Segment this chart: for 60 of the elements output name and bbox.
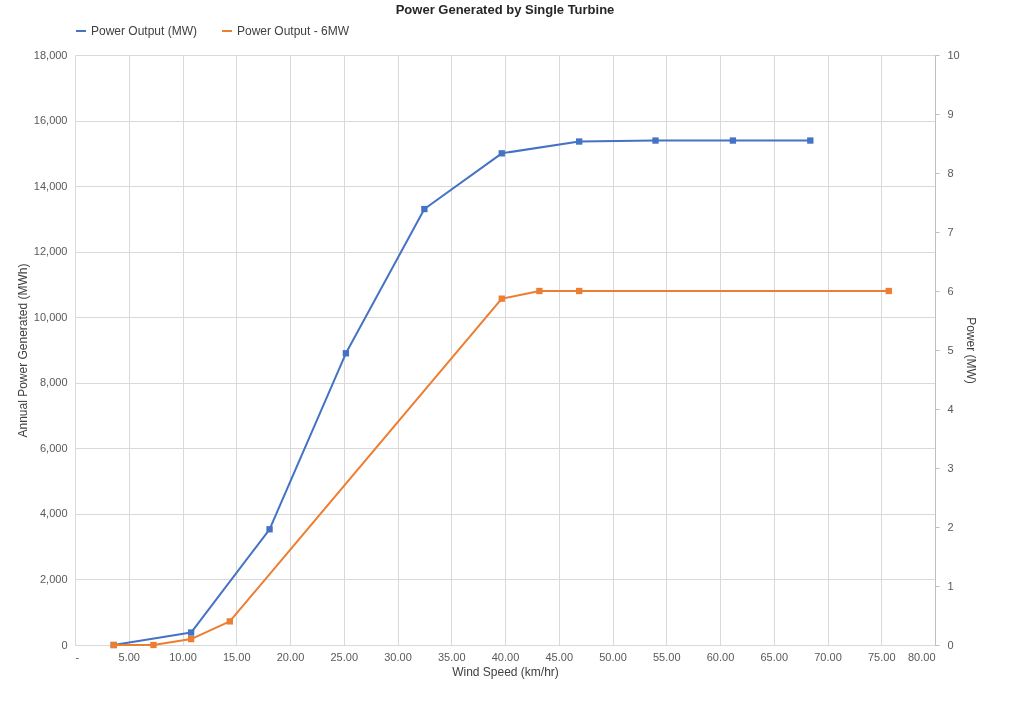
x-tick-label: 10.00 [169,650,197,663]
x-tick-label: 40.00 [491,650,520,663]
chart-title: Power Generated by Single Turbine [395,2,615,17]
y-tick-label: 8,000 [39,376,68,389]
y-tick-label: 10,000 [33,310,68,323]
x-tick-label: 75.00 [867,650,896,663]
x-tick-label: 45.00 [545,650,574,663]
y2-tick-label: 3 [947,461,954,474]
point [187,635,195,643]
point [576,138,583,145]
x-tick-label: 5.00 [118,650,140,663]
x-tick-label: 70.00 [814,650,842,663]
point [576,287,583,295]
y2-tick-label: 8 [947,166,954,179]
point [652,137,659,144]
point [729,137,737,144]
x-axis-title: Wind Speed (km/hr) [452,664,559,679]
x-tick-label: 25.00 [330,650,359,663]
point [342,350,350,357]
x-tick-label: 35.00 [437,650,466,663]
point [498,295,505,302]
y2-tick-label: 9 [947,107,954,120]
x-tick-label: 20.00 [276,650,305,663]
y-tick-label: 14,000 [33,179,68,192]
y2-tick-label: 6 [947,284,954,297]
x-tick-label: 65.00 [760,650,789,663]
y-axis-title: Annual Power Generated (MWh) [15,263,30,438]
y-tick-label: 0 [61,638,68,651]
y2-tick-label: 0 [947,638,954,651]
y2-tick-label: 4 [947,402,954,415]
point [536,287,543,295]
y2-axis-title: Power (MW) [963,317,978,384]
y-tick-label: 6,000 [39,441,68,454]
x-tick-label: - [75,650,80,663]
y2-tick-label: 7 [947,225,954,238]
y-tick-label: 2,000 [39,572,68,585]
point [226,618,233,625]
point [150,641,157,649]
y-tick-label: 4,000 [39,507,68,520]
y-tick-label: 12,000 [33,245,68,258]
legend-label: Power Output - 6MW [237,24,350,38]
point [421,205,428,213]
x-tick-label: 60.00 [706,650,735,663]
legend-label: Power Output (MW) [91,24,198,38]
y-tick-label: 18,000 [33,48,68,61]
point [885,287,892,295]
point [187,629,195,636]
y2-tick-label: 5 [947,343,954,356]
x-tick-label: 15.00 [222,650,251,663]
y2-tick-label: 10 [947,48,960,61]
x-tick-label: 30.00 [384,650,412,663]
x-tick-label: 50.00 [599,650,627,663]
point [266,526,273,533]
y2-tick-label: 1 [947,579,954,592]
point [498,150,505,157]
y-tick-label: 16,000 [33,114,68,127]
point [807,137,814,144]
x-tick-label: 80.00 [907,650,936,663]
x-tick-label: 55.00 [652,650,681,663]
y2-tick-label: 2 [947,520,954,533]
